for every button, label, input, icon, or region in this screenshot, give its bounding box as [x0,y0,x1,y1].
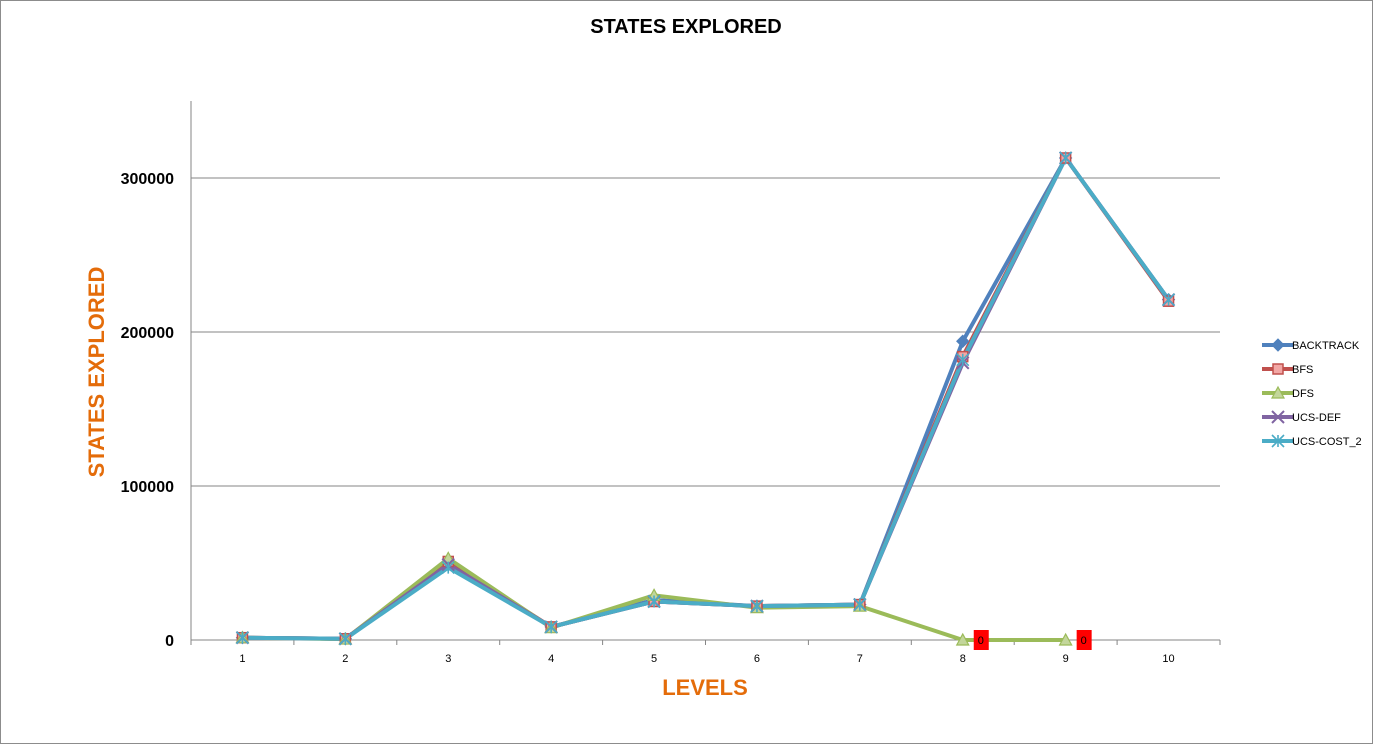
y-tick-label: 100000 [121,479,174,496]
data-point-backtrack [956,334,970,348]
series-line-ucs-cost-2 [240,156,1171,641]
x-tick-label: 5 [651,653,657,665]
data-point-ucs-cost-2 [750,599,764,613]
x-tick-label: 4 [548,653,554,665]
data-point-ucs-cost-2 [647,594,661,609]
series-lines [240,156,1171,642]
y-tick-label: 0 [165,633,174,650]
legend-marker-backtrack [1271,338,1285,352]
chart-title: STATES EXPLORED [590,16,782,38]
data-point-ucs-cost-2 [956,353,970,367]
legend-marker-ucs-def [1271,410,1285,424]
data-point-ucs-cost-2 [441,561,455,575]
legend-marker-dfs [1270,385,1286,399]
y-axis-label: STATES EXPLORED [84,267,109,478]
x-tick-label: 10 [1162,653,1174,665]
y-tick-label: 200000 [121,325,174,342]
x-tick-label: 1 [239,653,245,665]
legend: BACKTRACK BFS DFS UCS-DEF UCS-COST_2 [1262,338,1362,448]
x-tick-label: 6 [754,653,760,665]
legend-label-ucs-def: UCS-DEF [1292,412,1341,424]
legend-label-bfs: BFS [1292,364,1313,376]
data-label: 0 [1081,635,1087,647]
x-tick-label: 7 [857,653,863,665]
series-markers [235,151,1176,646]
data-label-background [973,630,989,650]
axes [190,101,1221,645]
legend-label-backtrack: BACKTRACK [1292,340,1360,352]
x-tick-label: 3 [445,653,451,665]
data-point-ucs-cost-2 [544,620,558,634]
data-point-ucs-cost-2 [235,631,250,645]
data-point-ucs-cost-2 [1059,151,1073,165]
data-point-ucs-cost-2 [1161,293,1176,307]
legend-marker-bfs [1272,363,1284,375]
data-point-ucs-cost-2 [338,632,352,646]
y-tick-labels: 0 100000 200000 300000 [121,171,174,650]
legend-label-ucs-cost-2: UCS-COST_2 [1292,436,1362,448]
legend-label-dfs: DFS [1292,388,1314,400]
x-tick-label: 8 [960,653,966,665]
data-label-background [1076,630,1092,650]
x-tick-label: 2 [342,653,348,665]
gridlines [191,177,1220,487]
data-point-ucs-cost-2 [853,598,867,612]
x-tick-label: 9 [1063,653,1069,665]
legend-marker-ucs-cost-2 [1271,434,1285,448]
data-point-dfs [1058,632,1073,646]
data-label: 0 [978,635,984,647]
x-axis-label: LEVELS [662,675,748,700]
y-tick-label: 300000 [121,171,174,188]
x-tick-labels: 1 2 3 4 5 6 7 8 9 10 [239,653,1174,665]
data-point-dfs [955,632,970,646]
